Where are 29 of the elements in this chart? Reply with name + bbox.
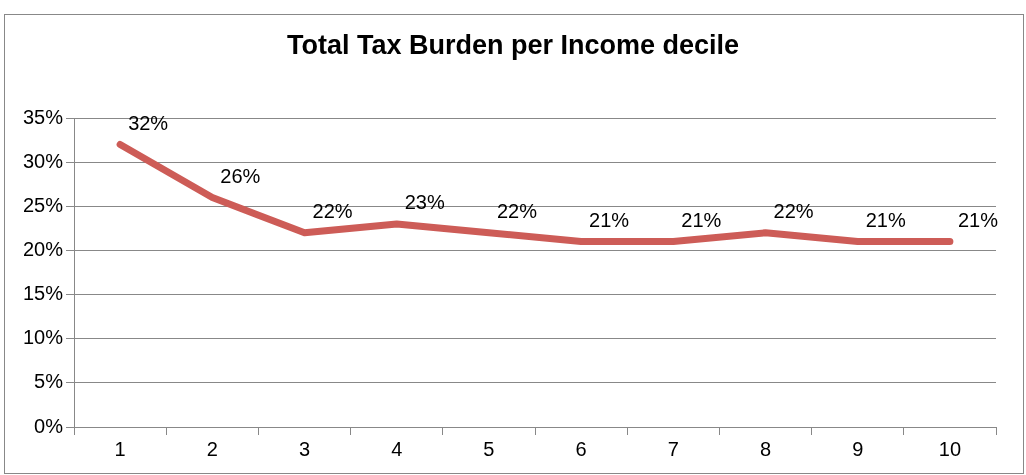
data-label: 22% xyxy=(773,200,814,223)
x-tick-label: 10 xyxy=(938,437,962,460)
x-tick-label: 8 xyxy=(759,437,772,460)
data-label: 26% xyxy=(220,164,261,187)
x-tick-label: 1 xyxy=(114,437,126,460)
y-tick-label: 30% xyxy=(23,149,64,172)
x-tick-label: 4 xyxy=(391,437,403,460)
x-tick-label: 2 xyxy=(206,437,218,460)
y-tick-label: 10% xyxy=(23,326,64,349)
data-label: 21% xyxy=(589,209,630,232)
x-tick-label: 5 xyxy=(483,437,495,460)
x-tick-label: 6 xyxy=(575,437,587,460)
chart-title: Total Tax Burden per Income decile xyxy=(285,30,741,61)
y-tick-label: 0% xyxy=(34,414,64,437)
data-label: 22% xyxy=(496,200,538,223)
y-tick-label: 5% xyxy=(34,370,64,393)
x-tick-label: 9 xyxy=(852,437,864,460)
y-tick-label: 35% xyxy=(23,105,64,128)
data-label: 21% xyxy=(681,209,722,232)
y-tick-label: 25% xyxy=(23,193,64,216)
data-label: 23% xyxy=(404,191,445,214)
x-tick-label: 3 xyxy=(298,437,311,460)
x-tick-label: 7 xyxy=(667,437,679,460)
data-label: 21% xyxy=(865,209,906,232)
data-label: 22% xyxy=(312,200,353,223)
data-label: 32% xyxy=(128,112,169,134)
data-label: 21% xyxy=(957,209,999,232)
y-tick-label: 20% xyxy=(23,237,64,260)
y-tick-label: 15% xyxy=(23,282,64,305)
